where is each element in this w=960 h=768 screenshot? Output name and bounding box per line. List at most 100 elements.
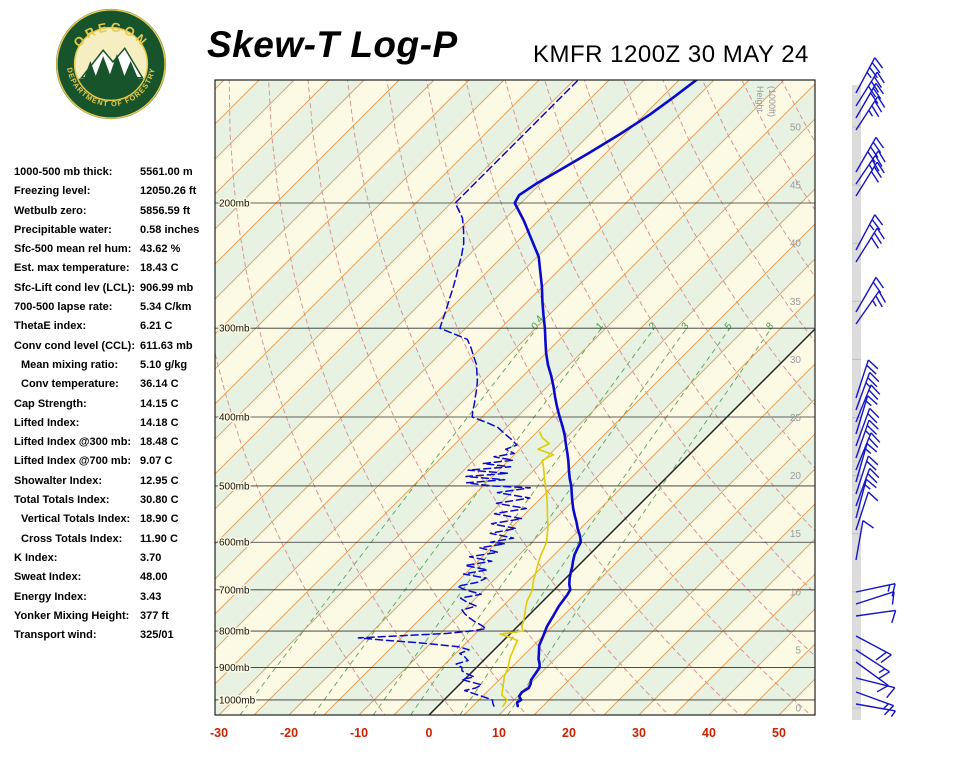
isotherm-line bbox=[215, 80, 645, 510]
wind-barb bbox=[855, 703, 896, 718]
wind-barb bbox=[855, 161, 885, 197]
stat-row: Precipitable water: 0.58 inches bbox=[0, 224, 212, 243]
plot-border bbox=[214, 79, 816, 716]
stat-value: 12.95 C bbox=[140, 474, 179, 487]
isotherm-line bbox=[215, 80, 365, 230]
stat-label: 1000-500 mb thick: bbox=[14, 166, 113, 178]
mixing-ratio-label: 5 bbox=[723, 321, 735, 332]
stat-value: 18.48 C bbox=[140, 436, 179, 449]
mixing-ratio-line bbox=[312, 327, 602, 715]
stat-row: Mean mixing ratio: 5.10 g/kg bbox=[0, 359, 212, 378]
stat-row: Sfc-500 mean rel hum: 43.62 % bbox=[0, 243, 212, 262]
wind-barb bbox=[855, 491, 879, 531]
stat-value: 9.07 C bbox=[140, 455, 173, 468]
stat-value: 43.62 % bbox=[140, 243, 181, 256]
zero-isotherm-line bbox=[428, 327, 815, 715]
stat-value: 11.90 C bbox=[140, 532, 178, 545]
dry-adiabat-line bbox=[504, 80, 815, 595]
isotherm-line bbox=[215, 80, 435, 300]
stat-row: Conv cond level (CCL): 611.63 mb bbox=[0, 340, 212, 359]
stat-label: Lifted Index @700 mb: bbox=[14, 455, 132, 468]
stat-row: Cross Totals Index: 11.90 C bbox=[0, 533, 212, 552]
isotherm-line bbox=[603, 503, 815, 715]
mixing-ratio-line bbox=[410, 327, 688, 715]
wind-barb bbox=[855, 395, 878, 435]
stat-label: Vertical Totals Index: bbox=[21, 513, 131, 526]
x-axis-tick-label: 50 bbox=[772, 726, 786, 740]
isotherm-line bbox=[463, 363, 815, 715]
stat-value: 5561.00 m bbox=[140, 166, 193, 178]
stat-value: 6.21 C bbox=[140, 320, 173, 333]
height-tick-label: 20 bbox=[790, 471, 802, 482]
isotherm-line bbox=[215, 80, 750, 615]
stat-label: Est. max temperature: bbox=[14, 262, 130, 275]
x-axis-tick-label: 0 bbox=[426, 726, 433, 740]
page-title: Skew-T Log-P bbox=[207, 24, 458, 65]
isotherm-line bbox=[215, 80, 540, 405]
stat-row: Transport wind: 325/01 bbox=[0, 629, 212, 648]
pressure-label: 500mb bbox=[219, 481, 250, 492]
isotherm-line bbox=[215, 80, 715, 580]
wind-barb bbox=[855, 582, 896, 597]
isotherm-line bbox=[215, 80, 785, 650]
isotherm-line bbox=[393, 293, 815, 715]
x-axis-tick-label: -20 bbox=[280, 726, 298, 740]
wind-barb bbox=[855, 443, 878, 483]
dewpoint-line bbox=[357, 80, 580, 707]
stat-row: Cap Strength: 14.15 C bbox=[0, 398, 212, 417]
wind-barb bbox=[855, 590, 895, 605]
stat-label: ThetaE index: bbox=[14, 320, 87, 333]
wind-barb bbox=[855, 214, 884, 251]
stat-label: Sfc-Lift cond lev (LCL): bbox=[14, 281, 135, 294]
height-tick-label: 5 bbox=[795, 645, 801, 656]
isotherm-line bbox=[323, 223, 815, 715]
stat-row: ThetaE index: 6.21 C bbox=[0, 320, 212, 339]
stat-label: Cap Strength: bbox=[14, 397, 87, 410]
odf-logo: OREGON DEPARTMENT OF FORESTRY bbox=[55, 8, 167, 120]
isotherm-line bbox=[215, 80, 575, 440]
isotherm-line bbox=[215, 80, 505, 370]
stat-value: 30.80 C bbox=[140, 494, 179, 507]
stat-row: Vertical Totals Index: 18.90 C bbox=[0, 513, 212, 532]
wind-barb bbox=[855, 371, 880, 411]
stat-label: Conv cond level (CCL): bbox=[14, 339, 136, 352]
mixing-ratio-line bbox=[372, 327, 655, 715]
stat-row: Est. max temperature: 18.43 C bbox=[0, 262, 212, 281]
stat-label: Yonker Mixing Height: bbox=[14, 609, 130, 622]
stat-label: Mean mixing ratio: bbox=[21, 358, 119, 371]
wind-barb bbox=[855, 661, 889, 693]
isotherm-line bbox=[358, 258, 815, 715]
indices-panel: 1000-500 mb thick: 5561.00 m Freezing leve… bbox=[0, 166, 212, 648]
stat-label: Precipitable water: bbox=[14, 223, 112, 236]
dry-adiabat-line bbox=[465, 80, 815, 657]
isotherm-line bbox=[638, 538, 815, 715]
wind-barb bbox=[855, 82, 885, 119]
dry-adiabat-line bbox=[815, 70, 960, 718]
stat-label: Sfc-500 mean rel hum: bbox=[14, 243, 132, 256]
dry-adiabat-line bbox=[268, 80, 528, 715]
mixing-ratio-line bbox=[239, 327, 538, 715]
isotherm-line bbox=[215, 80, 400, 265]
height-tick-label: 15 bbox=[790, 529, 802, 540]
stat-row: Conv temperature: 36.14 C bbox=[0, 378, 212, 397]
stat-value: 3.43 bbox=[140, 590, 162, 603]
mixing-ratio-label: 1 bbox=[594, 321, 606, 332]
stat-row: Lifted Index: 14.18 C bbox=[0, 417, 212, 436]
stat-label: 700-500 lapse rate: bbox=[14, 301, 113, 314]
stat-label: Showalter Index: bbox=[14, 474, 103, 487]
pressure-label: 200mb bbox=[219, 199, 250, 210]
stat-value: 48.00 bbox=[140, 571, 168, 584]
isotherm-line bbox=[215, 80, 225, 90]
dry-adiabat-line bbox=[307, 80, 599, 715]
stat-label: Cross Totals Index: bbox=[21, 532, 123, 545]
stat-row: Freezing level: 12050.26 ft bbox=[0, 185, 212, 204]
dry-adiabat-line bbox=[386, 80, 741, 715]
stat-row: Wetbulb zero: 5856.59 ft bbox=[0, 205, 212, 224]
stat-value: 14.15 C bbox=[140, 397, 179, 410]
stat-value: 18.90 C bbox=[140, 513, 179, 526]
isotherm-line bbox=[218, 118, 815, 715]
isotherm-line bbox=[533, 433, 815, 715]
pressure-label: 800mb bbox=[219, 627, 250, 638]
dry-adiabat-line bbox=[228, 80, 457, 715]
wind-barb bbox=[855, 609, 897, 624]
